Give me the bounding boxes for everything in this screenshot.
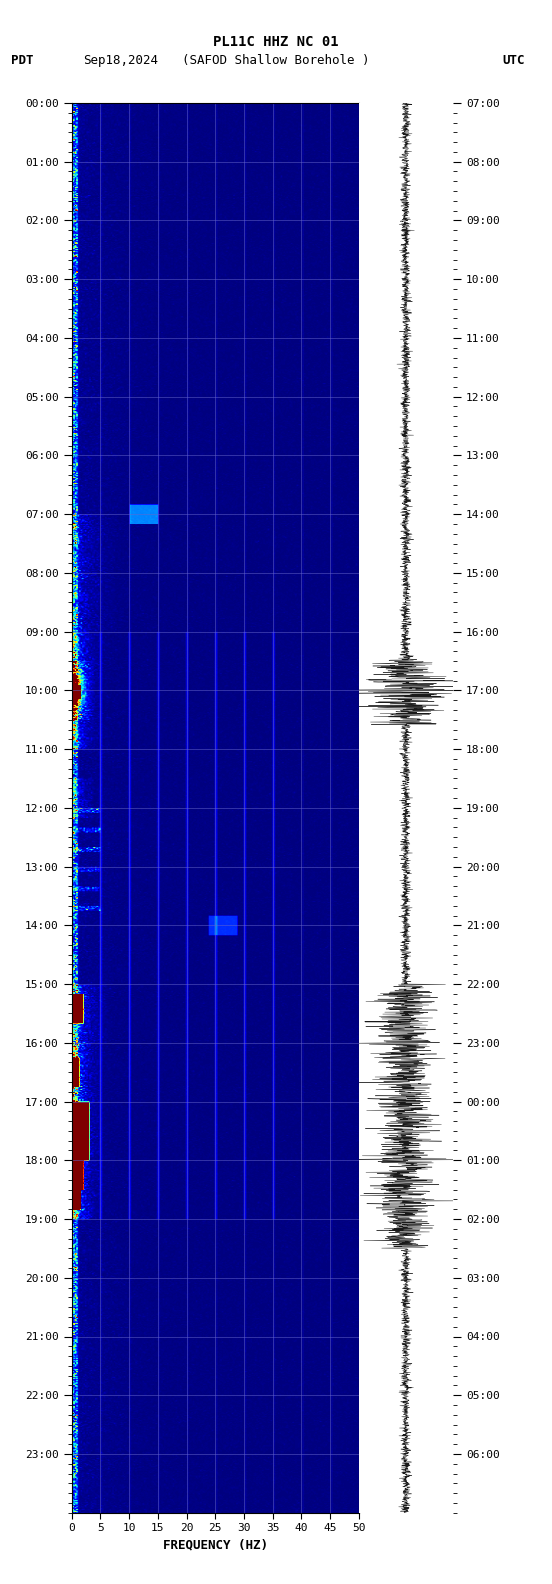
Text: PL11C HHZ NC 01: PL11C HHZ NC 01 — [213, 35, 339, 49]
Text: PDT: PDT — [11, 54, 34, 67]
X-axis label: FREQUENCY (HZ): FREQUENCY (HZ) — [163, 1538, 268, 1552]
Text: UTC: UTC — [502, 54, 524, 67]
Text: (SAFOD Shallow Borehole ): (SAFOD Shallow Borehole ) — [182, 54, 370, 67]
Text: Sep18,2024: Sep18,2024 — [83, 54, 158, 67]
